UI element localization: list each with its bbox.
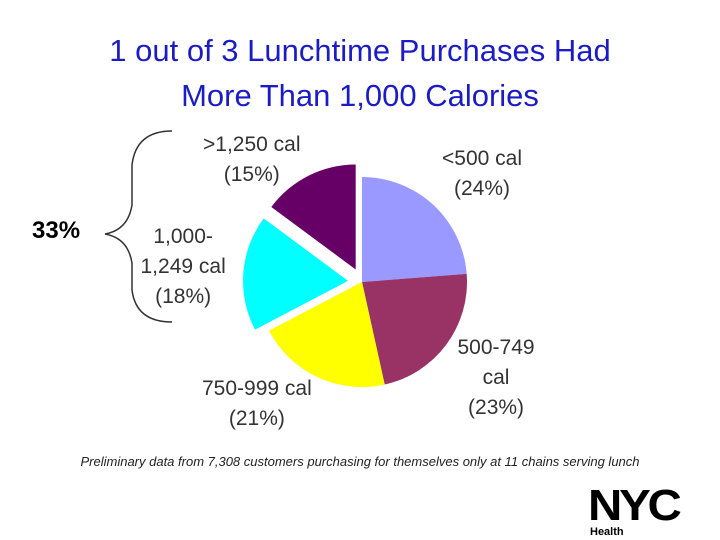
title-line-1: 1 out of 3 Lunchtime Purchases Had bbox=[109, 33, 611, 68]
chart-title: 1 out of 3 Lunchtime Purchases Had More … bbox=[0, 28, 720, 118]
slice-label-4: >1,250 cal (15%) bbox=[203, 130, 301, 190]
pie-slice-3 bbox=[243, 218, 349, 330]
footnote: Preliminary data from 7,308 customers pu… bbox=[80, 454, 640, 469]
slice-label-0-line-1: (24%) bbox=[453, 177, 510, 200]
slice-label-4-line-0: >1,250 cal bbox=[203, 133, 301, 156]
slice-label-3-line-0: 1,000- bbox=[153, 225, 213, 248]
slice-label-1-line-2: (23%) bbox=[468, 396, 525, 419]
slice-label-3: 1,000- 1,249 cal (18%) bbox=[141, 222, 226, 312]
slice-label-1-line-0: 500-749 bbox=[457, 336, 535, 359]
pie-slice-0 bbox=[362, 177, 467, 282]
logo-health-text: Health bbox=[590, 526, 624, 538]
slice-label-1-line-1: cal bbox=[482, 366, 510, 389]
pie-slice-1 bbox=[362, 273, 468, 385]
nyc-health-logo: NYC Health bbox=[588, 484, 704, 540]
pie-slice-4 bbox=[271, 164, 356, 270]
slice-label-3-line-2: (18%) bbox=[155, 285, 212, 308]
slice-label-0-line-0: <500 cal bbox=[442, 147, 522, 170]
slice-label-0: <500 cal (24%) bbox=[442, 144, 522, 204]
slice-label-2-line-0: 750-999 cal bbox=[202, 377, 312, 400]
pie-slice-2 bbox=[268, 282, 385, 387]
slice-label-2: 750-999 cal (21%) bbox=[202, 374, 312, 434]
bracket bbox=[104, 130, 173, 323]
logo-nyc-text: NYC bbox=[588, 481, 682, 530]
slice-label-1: 500-749 cal (23%) bbox=[458, 333, 535, 423]
slice-label-4-line-1: (15%) bbox=[223, 163, 280, 186]
slice-label-3-line-1: 1,249 cal bbox=[140, 255, 226, 278]
title-line-2: More Than 1,000 Calories bbox=[181, 78, 539, 113]
bracket-percent-label: 33% bbox=[32, 217, 81, 244]
slice-label-2-line-1: (21%) bbox=[228, 407, 285, 430]
